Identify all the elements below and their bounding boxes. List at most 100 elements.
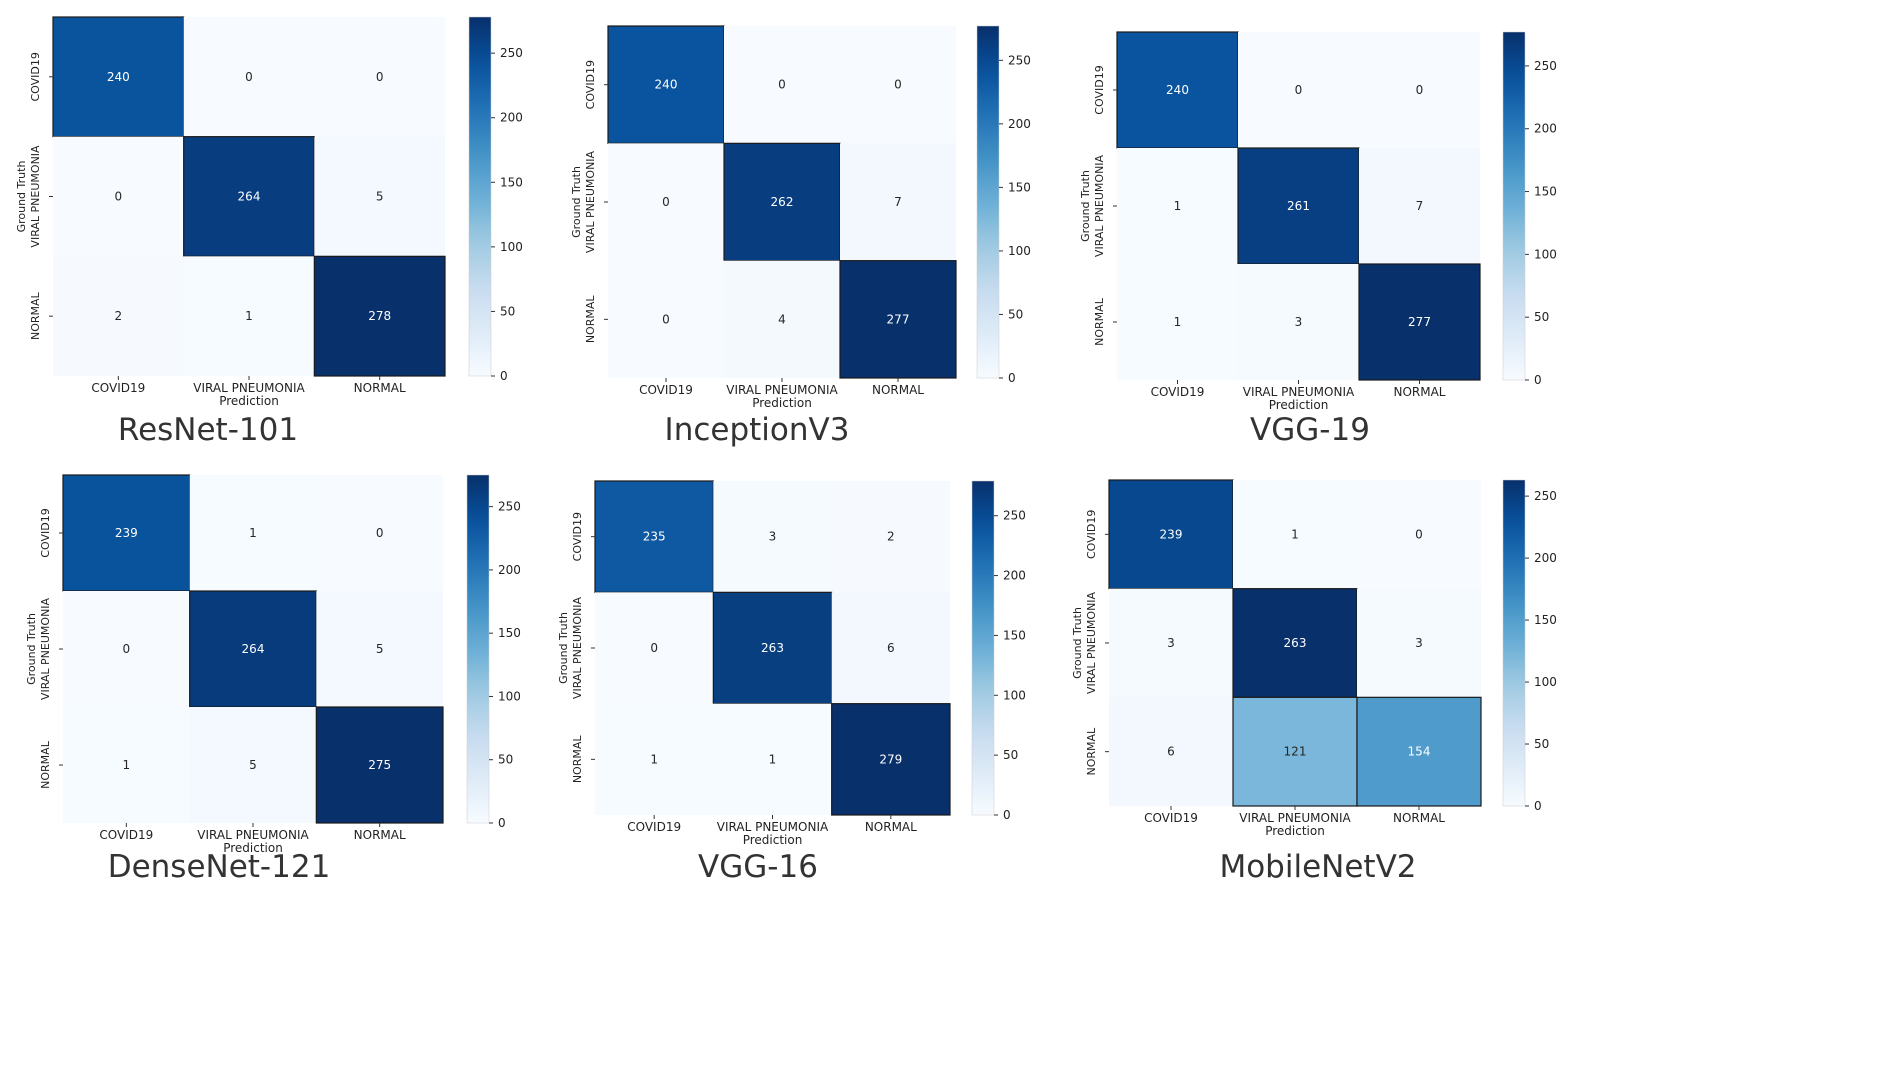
heatmap-cell <box>724 26 840 144</box>
confusion-matrix-panel: 240 0 0 0 262 7 0 4 277 COVID19 VIRAL PNEUMONIA NOR… <box>570 25 1031 448</box>
panel-title: DenseNet-121 <box>108 849 331 885</box>
colorbar-tick-label: 0 <box>1003 808 1011 822</box>
heatmap-cell <box>608 143 724 261</box>
heatmap-cell <box>1232 588 1358 698</box>
x-tick-label: COVID19 <box>99 828 153 842</box>
colorbar <box>971 480 995 816</box>
cell-value-label: 3 <box>1295 315 1303 329</box>
colorbar <box>466 474 490 824</box>
heatmap-cell <box>1109 588 1233 698</box>
heatmap-cell <box>316 475 443 591</box>
cell-value-label: 6 <box>887 641 895 655</box>
heatmap-cell <box>183 136 315 257</box>
x-tick-label: COVID19 <box>639 383 693 397</box>
colorbar-tick-label: 100 <box>1008 244 1031 258</box>
heatmap-cell <box>183 17 315 137</box>
y-tick-label: NORMAL <box>1093 297 1106 346</box>
colorbar-tick-label: 150 <box>498 626 521 640</box>
heatmap-cell <box>1358 263 1481 381</box>
panel-title: ResNet-101 <box>118 412 298 448</box>
heatmap-cell <box>608 260 724 378</box>
cell-value-label: 154 <box>1408 745 1431 759</box>
cell-value-label: 0 <box>123 642 131 656</box>
heatmap-cell <box>594 480 714 593</box>
heatmap-cell <box>1356 696 1482 807</box>
colorbar-tick-label: 150 <box>500 175 523 189</box>
cell-value-label: 1 <box>769 752 777 766</box>
heatmap-cell <box>607 25 725 144</box>
cell-value-label: 5 <box>249 758 257 772</box>
heatmap-cell <box>1357 588 1481 698</box>
colorbar-tick-label: 250 <box>500 46 523 60</box>
cell-value-label: 278 <box>368 309 391 323</box>
colorbar-tick-label: 0 <box>1008 371 1016 385</box>
cell-value-label: 1 <box>1291 527 1299 541</box>
colorbar-tick-label: 200 <box>1534 551 1557 565</box>
colorbar-tick-label: 100 <box>500 240 523 254</box>
heatmap-cell <box>831 481 950 593</box>
x-axis-label: Prediction <box>1265 824 1325 838</box>
x-tick-label: COVID19 <box>1151 385 1205 399</box>
heatmap-cell <box>839 260 957 379</box>
heatmap-cell <box>1232 696 1358 807</box>
heatmap-cell <box>316 591 443 707</box>
heatmap-cell <box>724 260 840 378</box>
confusion-matrix-panel: 240 0 0 1 261 7 1 3 277 COVID19 VIRAL PNEUMONIA NOR… <box>1079 31 1557 448</box>
heatmap-cell <box>314 136 445 257</box>
x-tick-label: VIRAL PNEUMONIA <box>197 828 309 842</box>
cell-value-label: 277 <box>1408 315 1431 329</box>
cell-value-label: 240 <box>1166 83 1189 97</box>
cell-value-label: 0 <box>1415 527 1423 541</box>
cell-value-label: 0 <box>662 312 670 326</box>
heatmap-cell <box>1238 32 1359 148</box>
panel-title: InceptionV3 <box>665 412 850 448</box>
colorbar-tick-label: 100 <box>498 689 521 703</box>
heatmap-cell <box>595 703 714 815</box>
cell-value-label: 0 <box>376 70 384 84</box>
heatmap-cell <box>1109 697 1233 806</box>
cell-value-label: 3 <box>1415 636 1423 650</box>
x-axis-label: Prediction <box>1269 398 1329 412</box>
colorbar <box>1502 31 1526 381</box>
y-tick-label: VIRAL PNEUMONIA <box>571 596 584 699</box>
cell-value-label: 1 <box>1174 315 1182 329</box>
confusion-matrix-panel: 239 1 0 3 263 3 6 121 154 COVID19 VIRAL PNEUMONIA N… <box>1071 479 1557 885</box>
cell-value-label: 262 <box>771 195 794 209</box>
heatmap-cell <box>1117 264 1238 380</box>
y-axis-label: Ground Truth <box>1071 607 1084 679</box>
cell-value-label: 2 <box>887 530 895 544</box>
heatmap-cell <box>840 143 956 261</box>
cell-value-label: 7 <box>894 195 902 209</box>
confusion-matrix-panel: 235 3 2 0 263 6 1 1 279 COVID19 VIRAL PNEUMONIA NOR… <box>557 480 1026 885</box>
cell-value-label: 4 <box>778 312 786 326</box>
cell-value-label: 1 <box>123 758 131 772</box>
heatmap-cell <box>63 707 190 823</box>
cell-value-label: 0 <box>115 190 123 204</box>
x-axis-label: Prediction <box>743 833 803 847</box>
heatmap-cell <box>1117 148 1238 264</box>
cell-value-label: 263 <box>761 641 784 655</box>
colorbar-tick-label: 50 <box>1534 737 1549 751</box>
x-tick-label: NORMAL <box>354 828 406 842</box>
x-tick-label: NORMAL <box>872 383 924 397</box>
colorbar-tick-label: 150 <box>1008 180 1031 194</box>
heatmap-cell <box>62 474 191 592</box>
cell-value-label: 279 <box>879 752 902 766</box>
x-axis-label: Prediction <box>223 841 283 855</box>
colorbar-tick-label: 150 <box>1534 185 1557 199</box>
x-tick-label: VIRAL PNEUMONIA <box>1239 811 1351 825</box>
cell-value-label: 5 <box>376 642 384 656</box>
heatmap-cell <box>189 475 317 591</box>
heatmap-cell <box>189 707 317 823</box>
colorbar-tick-label: 150 <box>1003 628 1026 642</box>
y-tick-label: VIRAL PNEUMONIA <box>584 150 597 253</box>
colorbar <box>468 16 492 377</box>
colorbar-tick-label: 0 <box>500 369 508 383</box>
y-tick-label: COVID19 <box>1093 65 1106 114</box>
heatmap-cell <box>1238 264 1359 380</box>
confusion-matrix-panel: 240 0 0 0 264 5 2 1 278 COVID19 VIRAL PNEUMONIA NOR… <box>15 16 523 448</box>
x-tick-label: NORMAL <box>1393 385 1445 399</box>
colorbar-tick-label: 50 <box>1003 748 1018 762</box>
y-axis-label: Ground Truth <box>15 161 28 233</box>
